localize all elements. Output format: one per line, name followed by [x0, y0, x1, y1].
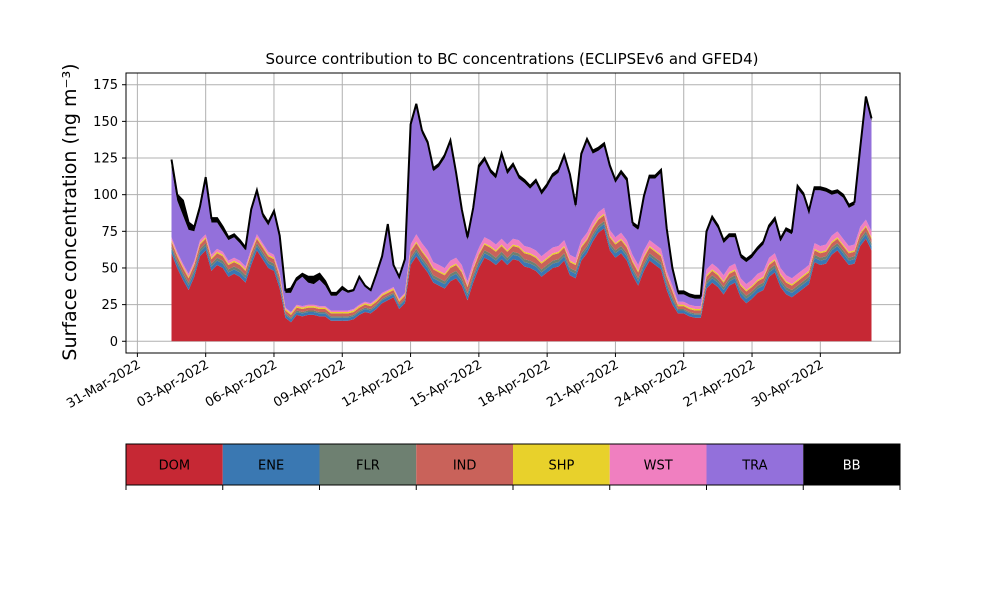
legend-swatch-flr: [319, 444, 417, 485]
y-tick-label: 150: [93, 115, 118, 130]
stacked-areas: [170, 96, 873, 342]
area-tra: [171, 99, 872, 313]
legend-swatch-shp: [513, 444, 610, 485]
y-tick-label: 50: [101, 261, 118, 276]
y-tick-label: 125: [93, 152, 118, 167]
legend-label-ind: IND: [453, 459, 477, 474]
legend-swatch-ene: [222, 444, 320, 485]
legend-label-tra: TRA: [741, 459, 767, 474]
plot-frame: [125, 72, 901, 354]
legend-swatch-wst: [609, 444, 707, 485]
legend-label-flr: FLR: [356, 459, 380, 474]
legend-label-dom: DOM: [159, 459, 190, 474]
area-dom: [171, 228, 872, 342]
y-tick-label: 0: [110, 335, 118, 350]
chart-title: Source contribution to BC concentrations…: [265, 50, 758, 68]
legend-swatch-dom: [126, 444, 223, 485]
y-tick-label: 25: [101, 298, 118, 313]
legend-label-ene: ENE: [258, 459, 284, 474]
y-tick-label: 175: [93, 78, 118, 93]
legend-swatch-ind: [416, 444, 513, 485]
legend-swatch-bb: [803, 444, 900, 485]
total-line: [170, 96, 873, 297]
legend-label-shp: SHP: [548, 459, 574, 474]
legend-label-wst: WST: [644, 459, 673, 474]
y-tick-label: 100: [93, 188, 118, 203]
legend-swatch-tra: [706, 444, 804, 485]
legend-label-bb: BB: [843, 459, 861, 474]
y-tick-label: 75: [101, 225, 118, 240]
y-axis-label: Surface concentration (ng m⁻³): [59, 63, 81, 360]
legend: DOM ENE FLR IND SHP WST TRA BB: [125, 443, 901, 490]
